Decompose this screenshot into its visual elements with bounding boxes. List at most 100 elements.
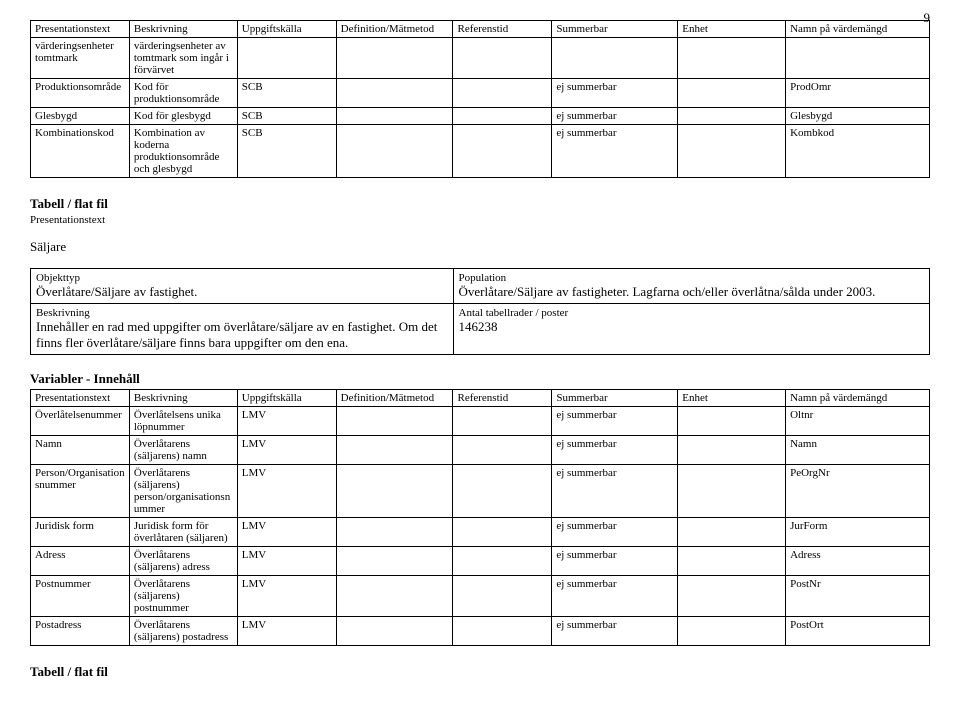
table-cell: ej summerbar [552,576,678,617]
table-cell [336,518,453,547]
table-cell [786,38,930,79]
col-header: Presentationstext [31,390,130,407]
table-cell [678,465,786,518]
col-header: Enhet [678,390,786,407]
table-cell [678,38,786,79]
col-header: Uppgiftskälla [237,21,336,38]
col-header: Referenstid [453,21,552,38]
table-cell: ProdOmr [786,79,930,108]
objekttyp-value: Överlåtare/Säljare av fastighet. [36,284,448,300]
presentation-label: Presentationstext [30,214,930,226]
table-cell: Överlåtelsens unika löpnummer [129,407,237,436]
table-cell: SCB [237,125,336,178]
table-cell: LMV [237,465,336,518]
table-cell: SCB [237,108,336,125]
table-row: AdressÖverlåtarens (säljarens) adressLMV… [31,547,930,576]
table-cell: ej summerbar [552,518,678,547]
table-cell: Överlåtarens (säljarens) postnummer [129,576,237,617]
table-row: PostadressÖverlåtarens (säljarens) posta… [31,617,930,646]
col-header: Uppgiftskälla [237,390,336,407]
table-cell: Person/Organisationsnummer [31,465,130,518]
table-cell: Juridisk form [31,518,130,547]
table-cell: PeOrgNr [786,465,930,518]
col-header: Beskrivning [129,390,237,407]
table-cell [336,407,453,436]
col-header: Namn på värdemängd [786,21,930,38]
table-cell: värderingsenheter av tomtmark som ingår … [129,38,237,79]
table-row: Presentationstext Beskrivning Uppgiftskä… [31,21,930,38]
table-row: ProduktionsområdeKod för produktionsområ… [31,79,930,108]
table-cell: Namn [786,436,930,465]
table-cell: Adress [786,547,930,576]
table-row: KombinationskodKombination av koderna pr… [31,125,930,178]
object-population-table: Objekttyp Överlåtare/Säljare av fastighe… [30,268,930,355]
antal-label: Antal tabellrader / poster [459,307,924,319]
col-header: Summerbar [552,390,678,407]
table-cell [453,518,552,547]
table-cell [678,617,786,646]
table-cell [336,465,453,518]
table-row: Namn Överlåtarens (säljarens) namnLMV ej s… [31,436,930,465]
table-cell: ej summerbar [552,79,678,108]
antal-value: 146238 [459,319,924,335]
table-cell: PostNr [786,576,930,617]
table-cell [237,38,336,79]
table-cell: ej summerbar [552,108,678,125]
table-cell: Överlåtarens (säljarens) postadress [129,617,237,646]
table-cell: Kombinationskod [31,125,130,178]
table-cell: Juridisk form för överlåtaren (säljaren) [129,518,237,547]
section-heading: Tabell / flat fil [30,196,930,212]
col-header: Namn på värdemängd [786,390,930,407]
table-top: Presentationstext Beskrivning Uppgiftskä… [30,20,930,178]
beskrivning-value: Innehåller en rad med uppgifter om överl… [36,319,448,351]
table-cell [552,38,678,79]
table-cell: ej summerbar [552,617,678,646]
table-cell: LMV [237,436,336,465]
col-header: Definition/Mätmetod [336,390,453,407]
table-row: värderingsenheter tomtmarkvärderingsenhe… [31,38,930,79]
page-number: 9 [924,10,931,26]
col-header: Presentationstext [31,21,130,38]
table-cell: ej summerbar [552,407,678,436]
table-cell [336,547,453,576]
table-cell [453,436,552,465]
table-cell: ej summerbar [552,436,678,465]
table-cell [678,79,786,108]
table-cell: Oltnr [786,407,930,436]
table-cell: LMV [237,547,336,576]
table-row: GlesbygdKod för glesbygdSCBej summerbarG… [31,108,930,125]
table-cell: Kombination av koderna produktionsområde… [129,125,237,178]
table-cell: SCB [237,79,336,108]
table-cell: LMV [237,576,336,617]
table-cell [678,547,786,576]
table-row: Objekttyp Överlåtare/Säljare av fastighe… [31,269,930,304]
table-cell [678,436,786,465]
table-cell [336,108,453,125]
table-cell: värderingsenheter tomtmark [31,38,130,79]
col-header: Enhet [678,21,786,38]
table-cell: Överlåtarens (säljarens) adress [129,547,237,576]
table-cell: LMV [237,407,336,436]
table-cell: Överlåtarens (säljarens) namn [129,436,237,465]
table-cell [453,79,552,108]
table-cell [336,576,453,617]
table-cell [678,125,786,178]
table-cell: Adress [31,547,130,576]
table-row: Beskrivning Innehåller en rad med uppgif… [31,304,930,355]
table-row: Juridisk formJuridisk form för överlåtar… [31,518,930,547]
table-row: ÖverlåtelsenummerÖverlåtelsens unika löp… [31,407,930,436]
table-cell [453,38,552,79]
table-cell: LMV [237,617,336,646]
table-cell [453,576,552,617]
table-cell: ej summerbar [552,125,678,178]
table-cell: ej summerbar [552,547,678,576]
table-cell: Kod för produktionsområde [129,79,237,108]
objekttyp-label: Objekttyp [36,272,448,284]
table-cell: Glesbygd [786,108,930,125]
table-cell [336,38,453,79]
table-cell: Överlåtarens (säljarens) person/organisa… [129,465,237,518]
col-header: Beskrivning [129,21,237,38]
table-variables: Presentationstext Beskrivning Uppgiftskä… [30,389,930,646]
table-cell [336,125,453,178]
table-cell: Kod för glesbygd [129,108,237,125]
